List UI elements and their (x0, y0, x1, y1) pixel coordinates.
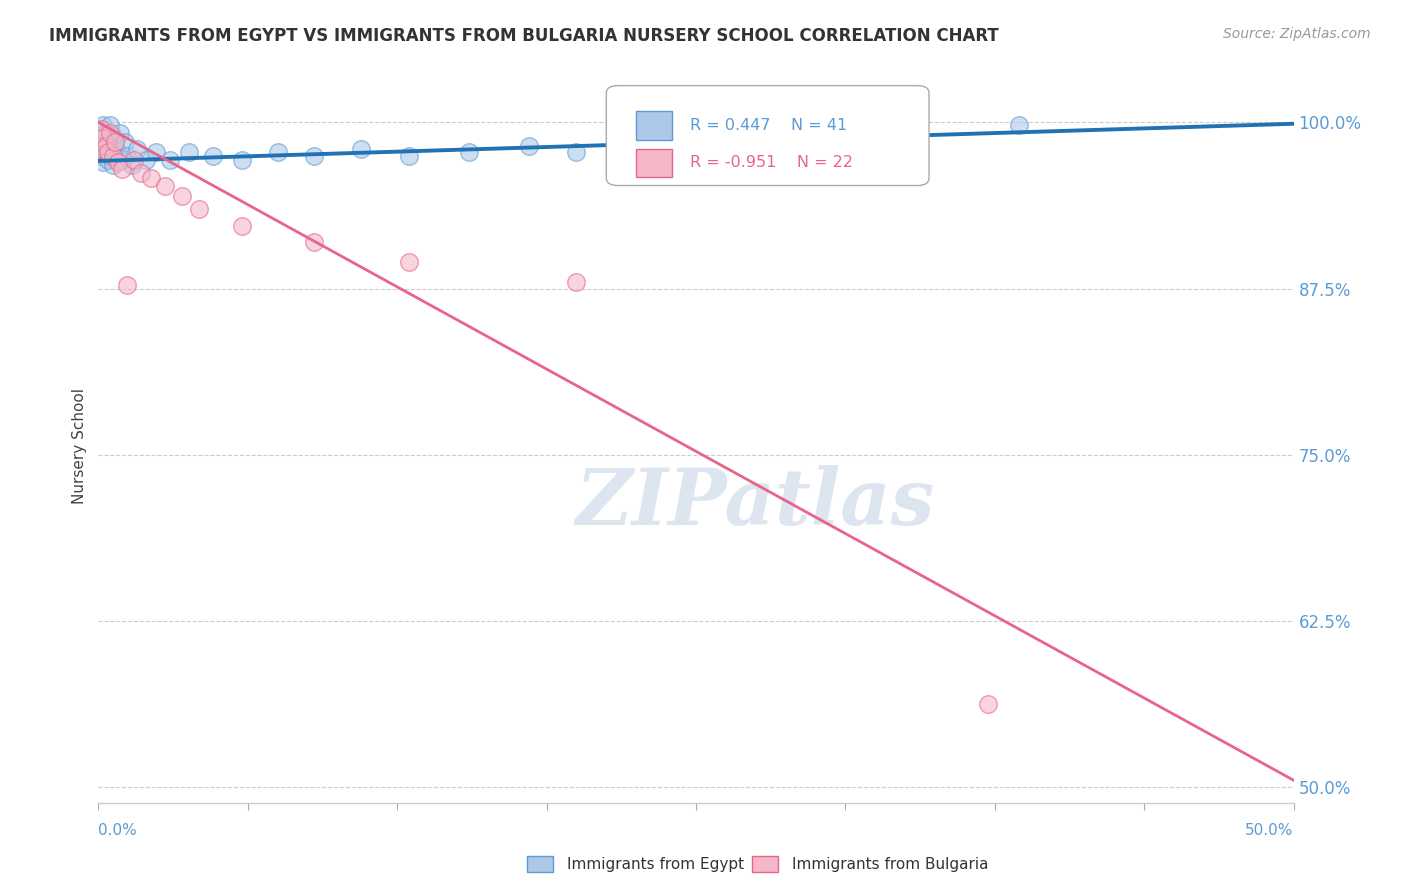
Point (565, 145, 588, 159)
FancyBboxPatch shape (606, 86, 929, 186)
Point (104, 139, 127, 153)
Point (159, 153, 181, 167)
Point (98, 118, 122, 132)
Point (565, 275, 588, 289)
Point (97, 136, 120, 150)
Point (155, 179, 177, 194)
Point (111, 161, 134, 176)
Y-axis label: Nursery School: Nursery School (72, 388, 87, 504)
Point (1008, 118, 1031, 132)
Point (111, 153, 134, 167)
Point (231, 153, 253, 167)
Point (98, 126, 122, 140)
Text: 0.0%: 0.0% (98, 822, 138, 838)
Point (613, 136, 636, 150)
Point (121, 158, 143, 172)
Point (145, 145, 167, 159)
Point (91, 131, 114, 145)
Point (94, 145, 117, 159)
Point (231, 219, 253, 233)
Point (976, 698, 998, 712)
Text: ZIPatlas: ZIPatlas (576, 465, 935, 541)
Point (91, 118, 114, 132)
Point (90, 148, 112, 162)
Bar (637, 149, 672, 178)
Text: 50.0%: 50.0% (1246, 822, 1294, 838)
Point (267, 145, 290, 159)
Point (91, 155, 114, 169)
Point (131, 166, 153, 180)
Point (172, 188, 194, 202)
Point (187, 202, 209, 216)
Point (135, 153, 157, 167)
Text: Immigrants from Egypt: Immigrants from Egypt (567, 857, 744, 871)
Point (302, 148, 325, 162)
Point (804, 139, 827, 153)
Point (398, 255, 420, 269)
Point (876, 131, 898, 145)
Point (517, 139, 540, 153)
Text: Immigrants from Bulgaria: Immigrants from Bulgaria (792, 857, 988, 871)
Point (115, 277, 138, 292)
Point (115, 148, 138, 162)
Point (90, 128, 112, 143)
Point (350, 142, 373, 156)
Point (104, 136, 127, 150)
Point (125, 142, 148, 156)
Point (458, 145, 481, 159)
Point (90, 122, 112, 136)
Point (101, 148, 124, 162)
Point (661, 142, 683, 156)
Point (94, 126, 117, 140)
Point (302, 235, 325, 249)
Point (202, 148, 225, 162)
Point (179, 145, 201, 159)
Point (114, 136, 136, 150)
Text: R = 0.447    N = 41: R = 0.447 N = 41 (690, 118, 848, 133)
Point (124, 153, 146, 167)
Point (139, 171, 162, 186)
Point (107, 155, 129, 169)
Point (108, 126, 131, 140)
Point (91, 136, 114, 150)
Point (398, 148, 420, 162)
Point (94, 139, 117, 153)
Point (90, 142, 112, 156)
Point (97, 153, 120, 167)
Point (98, 148, 122, 162)
Point (709, 139, 731, 153)
Point (101, 158, 124, 172)
Point (97, 145, 120, 159)
Bar (637, 111, 672, 139)
Text: R = -0.951    N = 22: R = -0.951 N = 22 (690, 155, 853, 170)
Point (107, 145, 129, 159)
Text: Source: ZipAtlas.com: Source: ZipAtlas.com (1223, 27, 1371, 41)
Point (756, 136, 779, 150)
Point (101, 128, 124, 143)
Text: IMMIGRANTS FROM EGYPT VS IMMIGRANTS FROM BULGARIA NURSERY SCHOOL CORRELATION CHA: IMMIGRANTS FROM EGYPT VS IMMIGRANTS FROM… (49, 27, 998, 45)
